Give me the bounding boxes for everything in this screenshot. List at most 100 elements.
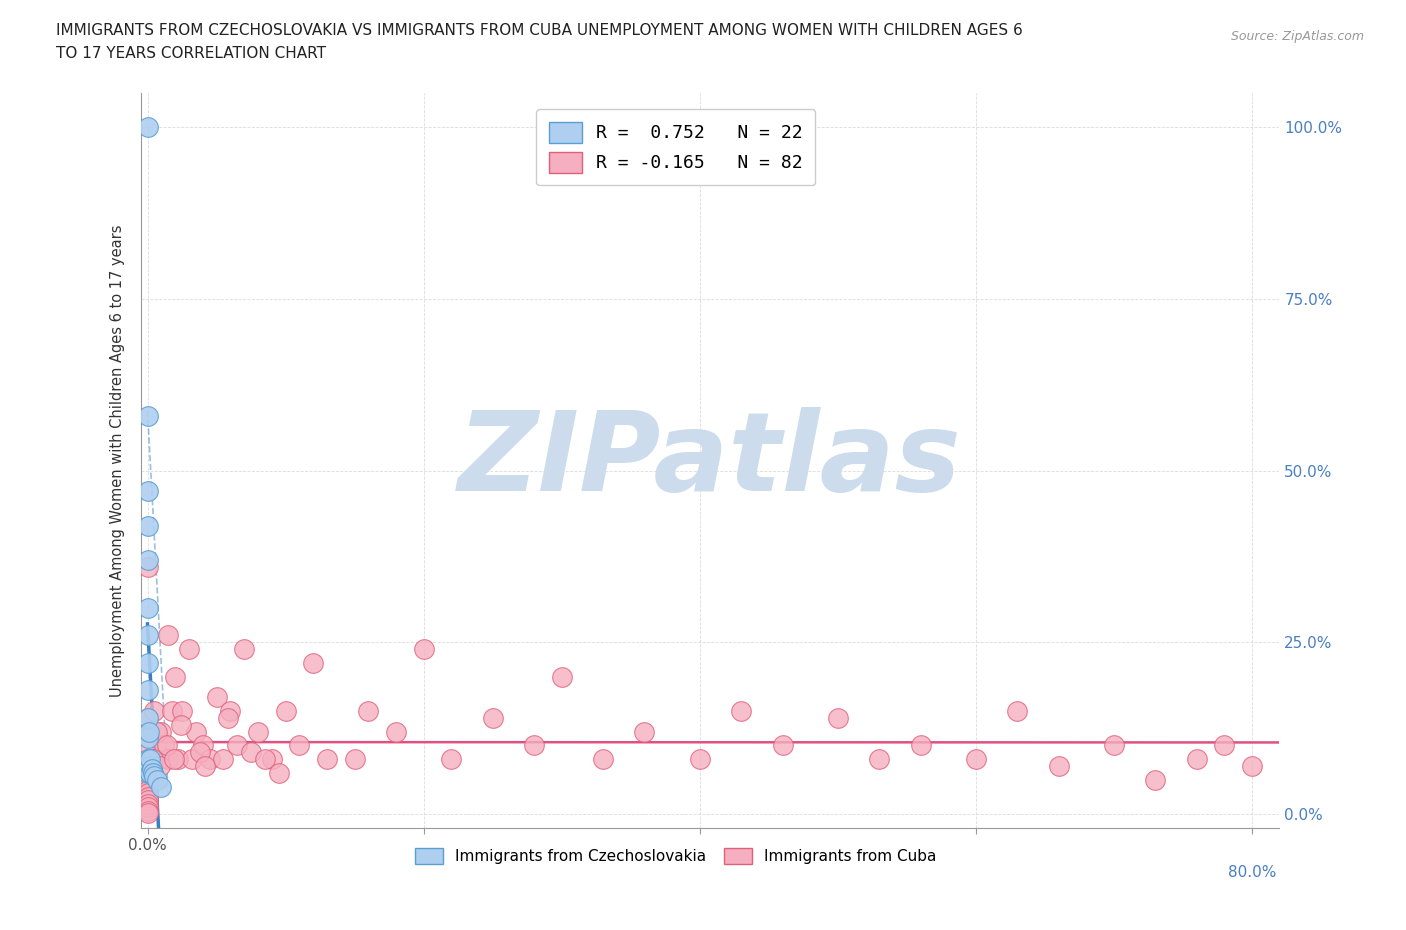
Point xyxy=(1185,751,1208,766)
Point xyxy=(633,724,655,739)
Point xyxy=(136,552,159,567)
Point xyxy=(385,724,408,739)
Point xyxy=(1047,759,1070,774)
Point xyxy=(136,779,159,794)
Point xyxy=(523,737,546,752)
Point xyxy=(149,759,172,774)
Point xyxy=(1240,759,1263,774)
Point xyxy=(550,670,572,684)
Point xyxy=(198,751,221,766)
Text: TO 17 YEARS CORRELATION CHART: TO 17 YEARS CORRELATION CHART xyxy=(56,46,326,61)
Point xyxy=(165,670,187,684)
Point xyxy=(180,751,202,766)
Point xyxy=(163,751,186,766)
Point xyxy=(212,751,235,766)
Point xyxy=(136,786,159,801)
Point xyxy=(136,782,159,797)
Point xyxy=(274,703,297,718)
Point xyxy=(481,711,503,725)
Point xyxy=(170,703,193,718)
Point xyxy=(136,737,159,752)
Point xyxy=(142,751,165,766)
Point xyxy=(440,751,463,766)
Text: Source: ZipAtlas.com: Source: ZipAtlas.com xyxy=(1230,30,1364,43)
Point xyxy=(146,724,169,739)
Point xyxy=(153,737,176,752)
Point xyxy=(827,711,849,725)
Point xyxy=(136,683,159,698)
Point xyxy=(136,769,159,784)
Point xyxy=(357,703,380,718)
Point xyxy=(156,737,179,752)
Point xyxy=(136,711,159,725)
Point xyxy=(246,724,269,739)
Point xyxy=(169,717,191,732)
Point xyxy=(1213,737,1236,752)
Point xyxy=(136,601,159,616)
Legend: Immigrants from Czechoslovakia, Immigrants from Cuba: Immigrants from Czechoslovakia, Immigran… xyxy=(408,840,945,871)
Point xyxy=(188,745,211,760)
Point xyxy=(288,737,311,752)
Point xyxy=(162,703,184,718)
Text: 80.0%: 80.0% xyxy=(1227,866,1277,881)
Y-axis label: Unemployment Among Women with Children Ages 6 to 17 years: Unemployment Among Women with Children A… xyxy=(110,224,125,697)
Point xyxy=(148,751,170,766)
Point xyxy=(136,518,159,533)
Point xyxy=(136,790,159,804)
Point xyxy=(136,762,159,777)
Point xyxy=(217,711,239,725)
Point xyxy=(157,628,180,643)
Point xyxy=(150,779,173,794)
Text: ZIPatlas: ZIPatlas xyxy=(458,406,962,514)
Point xyxy=(219,703,242,718)
Point xyxy=(136,711,159,725)
Point xyxy=(136,792,159,807)
Point xyxy=(136,120,159,135)
Point xyxy=(136,800,159,815)
Point xyxy=(965,751,987,766)
Point xyxy=(136,484,159,498)
Point xyxy=(177,642,200,657)
Point xyxy=(772,737,794,752)
Point xyxy=(136,731,159,746)
Point xyxy=(730,703,752,718)
Point xyxy=(412,642,434,657)
Text: IMMIGRANTS FROM CZECHOSLOVAKIA VS IMMIGRANTS FROM CUBA UNEMPLOYMENT AMONG WOMEN : IMMIGRANTS FROM CZECHOSLOVAKIA VS IMMIGR… xyxy=(56,23,1024,38)
Point xyxy=(136,772,159,787)
Point xyxy=(136,559,159,574)
Point xyxy=(191,737,214,752)
Point xyxy=(1005,703,1028,718)
Point xyxy=(139,751,162,766)
Point xyxy=(143,769,166,784)
Point xyxy=(136,759,159,774)
Point xyxy=(910,737,932,752)
Point xyxy=(146,772,169,787)
Point xyxy=(205,690,228,705)
Point xyxy=(226,737,249,752)
Point xyxy=(138,724,160,739)
Point xyxy=(138,759,160,774)
Point xyxy=(139,765,162,780)
Point xyxy=(136,805,159,820)
Point xyxy=(141,762,163,777)
Point xyxy=(136,628,159,643)
Point xyxy=(136,765,159,780)
Point xyxy=(343,751,366,766)
Point xyxy=(253,751,276,766)
Point xyxy=(267,765,290,780)
Point xyxy=(136,724,159,739)
Point xyxy=(184,724,207,739)
Point xyxy=(167,751,190,766)
Point xyxy=(136,765,159,780)
Point xyxy=(1144,772,1167,787)
Point xyxy=(136,796,159,811)
Point xyxy=(136,776,159,790)
Point xyxy=(136,804,159,818)
Point xyxy=(240,745,263,760)
Point xyxy=(136,408,159,423)
Point xyxy=(316,751,339,766)
Point xyxy=(1102,737,1125,752)
Point xyxy=(157,751,180,766)
Point xyxy=(194,759,217,774)
Point xyxy=(136,656,159,671)
